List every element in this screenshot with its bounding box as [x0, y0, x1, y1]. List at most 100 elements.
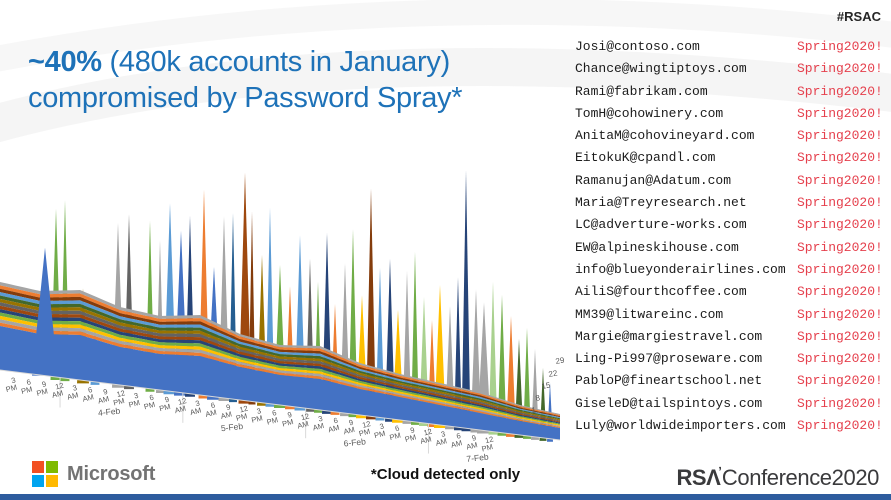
title-line1-rest: (480k accounts in January)	[101, 46, 451, 78]
cloud-detected-footnote: *Cloud detected only	[370, 466, 521, 483]
x-tick-ampm: AM	[97, 394, 110, 405]
x-tick-ampm: AM	[435, 436, 448, 447]
depth-axis-tick: 1	[531, 405, 537, 415]
account-row: info@blueyonderairlines.com Spring2020!	[575, 259, 887, 281]
x-tick-hour: 3	[72, 383, 78, 393]
chart-spike	[366, 188, 376, 420]
x-tick-hour: 3	[256, 406, 262, 416]
password-spray-chart: 3PM6PM9PM12AM3AM6AM9AM12PM3PM6PM9PM12AM3…	[0, 170, 566, 464]
x-tick-hour: 6	[455, 431, 461, 441]
slide-title: ~40% (480k accounts in January) compromi…	[28, 44, 568, 116]
account-email: Margie@margiestravel.com	[575, 328, 763, 344]
rsac-hashtag: #RSAC	[836, 9, 881, 24]
account-row: Chance@wingtiptoys.com Spring2020!	[575, 58, 887, 80]
account-email: AnitaM@cohovineyard.com	[575, 128, 755, 144]
x-tick-ampm: PM	[250, 413, 263, 424]
x-tick-hour: 9	[225, 402, 231, 412]
chart-ridge-stripe	[0, 319, 560, 427]
x-tick-ampm: AM	[189, 406, 202, 417]
account-row: MM39@litwareinc.com Spring2020!	[575, 304, 887, 326]
depth-axis-tick: 8	[535, 393, 541, 403]
x-tick-hour: 9	[287, 410, 293, 420]
account-row: Ling-Pi997@proseware.com Spring2020!	[575, 348, 887, 370]
depth-axis-tick: 29	[555, 355, 566, 366]
x-tick-ampm: AM	[465, 440, 478, 451]
account-password: Spring2020!	[797, 61, 883, 77]
account-email: Ramanujan@Adatum.com	[575, 172, 732, 188]
account-password: Spring2020!	[797, 373, 883, 389]
chart-ridge-stripe	[0, 302, 560, 422]
x-tick-ampm: PM	[481, 442, 494, 453]
x-date-label: 4-Feb	[98, 406, 121, 418]
x-tick-ampm: PM	[235, 411, 248, 422]
account-password: Spring2020!	[797, 83, 883, 99]
x-tick-ampm: AM	[419, 434, 432, 445]
account-row: Margie@margiestravel.com Spring2020!	[575, 326, 887, 348]
x-tick-hour: 3	[379, 422, 385, 432]
ms-square-red	[32, 461, 44, 473]
rsa-conference-logo: RSΛʼConference2020	[677, 464, 880, 491]
x-tick-hour: 9	[41, 379, 47, 389]
x-tick-ampm: PM	[266, 415, 279, 426]
account-password: Spring2020!	[797, 39, 883, 54]
account-email: Ling-Pi997@proseware.com	[575, 351, 763, 367]
x-tick-ampm: PM	[143, 400, 156, 411]
x-tick-hour: 12	[361, 419, 371, 430]
x-tick-hour: 9	[471, 433, 477, 443]
x-tick-hour: 6	[148, 393, 154, 403]
account-row: AiliS@fourthcoffee.com Spring2020!	[575, 281, 887, 303]
x-tick-ampm: AM	[450, 438, 463, 449]
chart-container: 3 PM 6 PM 9 PM 12 AM 3 AM 6 AM 9 AM 12 PM 3 PM 6 PM 9 PM 12 AM 3…	[0, 148, 566, 464]
x-tick-ampm: AM	[327, 423, 340, 434]
account-row: Ramanujan@Adatum.com Spring2020!	[575, 170, 887, 192]
x-tick-ampm: PM	[36, 386, 49, 397]
account-password: Spring2020!	[797, 261, 883, 277]
x-tick-hour: 9	[164, 395, 170, 405]
account-row: TomH@cohowinery.com Spring2020!	[575, 103, 887, 125]
account-password: Spring2020!	[797, 306, 883, 322]
x-tick-ampm: AM	[204, 408, 217, 419]
account-password: Spring2020!	[797, 105, 883, 121]
account-password: Spring2020!	[797, 284, 883, 300]
account-password: Spring2020!	[797, 328, 883, 344]
x-tick-ampm: PM	[358, 427, 371, 438]
x-tick-hour: 12	[300, 411, 310, 422]
account-email: EW@alpineskihouse.com	[575, 239, 739, 255]
depth-axis-tick: 22	[548, 368, 559, 379]
account-row: EW@alpineskihouse.com Spring2020!	[575, 237, 887, 259]
account-email: Josi@contoso.com	[575, 39, 700, 54]
account-email: MM39@litwareinc.com	[575, 306, 724, 322]
chart-ridge-stripe	[0, 322, 560, 428]
title-emphasis: ~40%	[28, 46, 102, 78]
account-password: Spring2020!	[797, 128, 883, 144]
x-tick-hour: 12	[116, 388, 126, 399]
x-tick-hour: 6	[394, 423, 400, 433]
account-password: Spring2020!	[797, 351, 883, 367]
account-row: Luly@worldwideimporters.com Spring2020!	[575, 415, 887, 437]
x-tick-ampm: AM	[51, 388, 64, 399]
x-tick-hour: 12	[177, 396, 187, 407]
x-tick-ampm: PM	[112, 396, 125, 407]
x-tick-hour: 12	[54, 381, 64, 392]
account-email: Maria@Treyresearch.net	[575, 195, 747, 211]
ms-square-green	[46, 461, 58, 473]
account-password: Spring2020!	[797, 217, 883, 233]
x-tick-ampm: PM	[389, 431, 402, 442]
x-tick-ampm: AM	[343, 425, 356, 436]
x-tick-ampm: PM	[5, 383, 18, 394]
x-tick-ampm: AM	[66, 390, 79, 401]
x-tick-hour: 6	[333, 416, 339, 426]
x-tick-hour: 3	[194, 398, 200, 408]
chart-spike	[461, 170, 471, 432]
microsoft-logo-icon	[32, 461, 58, 487]
compromised-accounts-list: Josi@contoso.com Spring2020! Chance@wingti…	[575, 36, 887, 437]
account-email: Rami@fabrikam.com	[575, 83, 708, 99]
x-tick-hour: 12	[423, 427, 433, 438]
account-row: Maria@Treyresearch.net Spring2020!	[575, 192, 887, 214]
x-tick-hour: 12	[484, 434, 494, 445]
x-tick-ampm: PM	[281, 417, 294, 428]
account-email: TomH@cohowinery.com	[575, 105, 724, 121]
account-row: AnitaM@cohovineyard.com Spring2020!	[575, 125, 887, 147]
chart-ridge-stripe	[0, 309, 560, 424]
account-row: LC@adverture-works.com Spring2020!	[575, 214, 887, 236]
